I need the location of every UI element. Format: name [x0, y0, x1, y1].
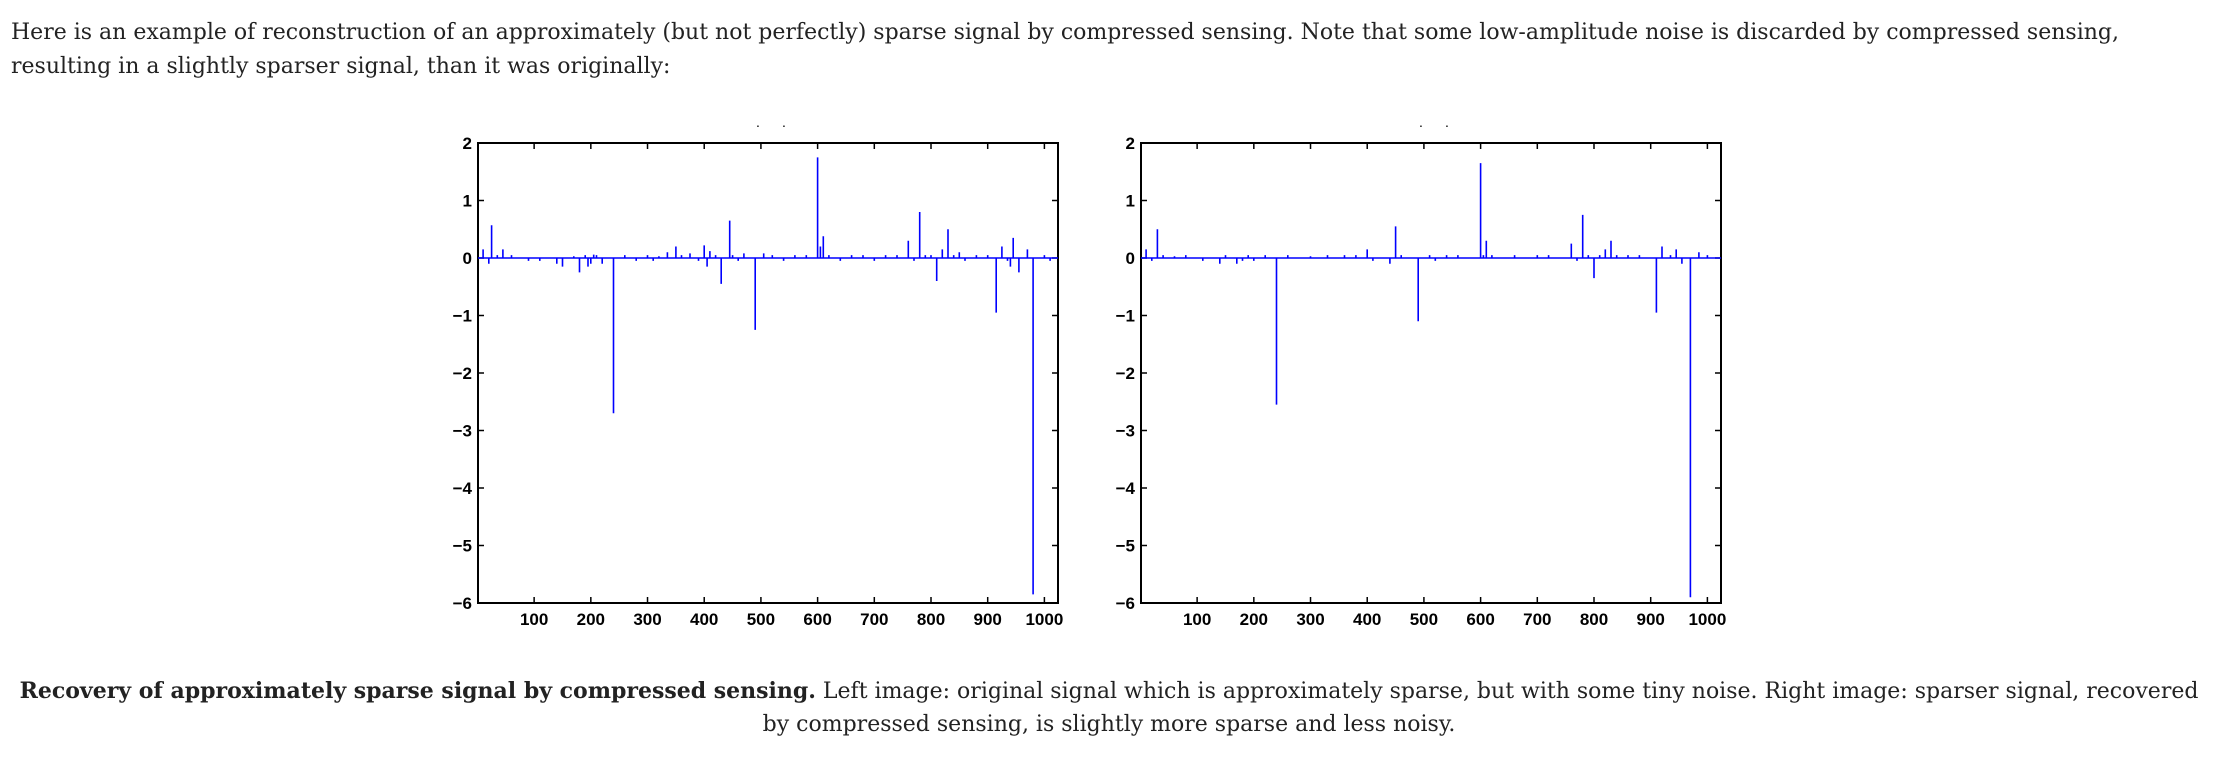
x-tick-label: 900	[1637, 610, 1665, 629]
y-tick-label: −6	[1116, 594, 1135, 613]
signal-plot-recovered: . . 2 1 0 −1 −2 −3 −4 −5 −6 100 200 300 400 500 600 700 80…	[1116, 114, 1727, 629]
y-tick-label: −5	[453, 537, 472, 556]
y-tick-label: −2	[453, 364, 472, 383]
x-tick-label: 400	[690, 610, 718, 629]
caption-text: Left image: original signal which is app…	[762, 679, 2199, 737]
intro-paragraph: Here is an example of reconstruction of …	[11, 20, 2119, 79]
signal-line	[478, 157, 1058, 595]
x-tick-label: 800	[1580, 610, 1608, 629]
x-tick-label: 300	[1296, 610, 1324, 629]
x-tick-label: 100	[520, 610, 548, 629]
y-tick-label: 0	[1126, 249, 1135, 268]
y-tick-label: 2	[1126, 134, 1135, 153]
figure-caption: Recovery of approximately sparse signal …	[11, 675, 2207, 741]
x-tick-label: 600	[803, 610, 831, 629]
y-tick-label: 1	[463, 192, 472, 211]
top-mark: .	[756, 114, 760, 130]
plot-frame	[477, 142, 1059, 604]
x-tick-label: 500	[1410, 610, 1438, 629]
y-tick-label: −1	[1116, 307, 1135, 326]
x-tick-label: 1000	[1688, 610, 1726, 629]
y-tick-label: −3	[453, 422, 472, 441]
top-mark: .	[1419, 114, 1423, 130]
signal-line	[1141, 163, 1721, 598]
top-mark: .	[1445, 114, 1449, 130]
figure: .. 2 1 0 −1 −2 −3 −4 −5 −6 100 200 300 400 500 600 700 80…	[0, 105, 2218, 635]
x-tick-label: 800	[917, 610, 945, 629]
x-tick-label: 400	[1353, 610, 1381, 629]
y-tick-label: 2	[463, 134, 472, 153]
x-tick-label: 1000	[1025, 610, 1063, 629]
y-tick-label: −5	[1116, 537, 1135, 556]
top-mark: .	[782, 114, 786, 130]
plot-frame	[1140, 142, 1722, 604]
signal-plot-original: . . 2 1 0 −1 −2 −3 −4 −5 −6 100 200 300 400 500 600 700 80…	[453, 114, 1064, 629]
caption-bold: Recovery of approximately sparse signal …	[19, 678, 816, 704]
x-tick-label: 700	[860, 610, 888, 629]
y-tick-label: −1	[453, 307, 472, 326]
x-tick-label: 300	[633, 610, 661, 629]
x-tick-label: 900	[974, 610, 1002, 629]
x-tick-label: 200	[1240, 610, 1268, 629]
y-tick-label: −4	[1116, 479, 1136, 498]
x-tick-label: 600	[1466, 610, 1494, 629]
y-tick-label: −6	[453, 594, 472, 613]
x-tick-label: 100	[1183, 610, 1211, 629]
y-tick-label: 0	[463, 249, 472, 268]
y-tick-label: −3	[1116, 422, 1135, 441]
y-tick-label: 1	[1126, 192, 1135, 211]
y-tick-label: −4	[453, 479, 473, 498]
x-tick-label: 500	[747, 610, 775, 629]
x-tick-label: 700	[1523, 610, 1551, 629]
y-tick-label: −2	[1116, 364, 1135, 383]
x-tick-label: 200	[577, 610, 605, 629]
